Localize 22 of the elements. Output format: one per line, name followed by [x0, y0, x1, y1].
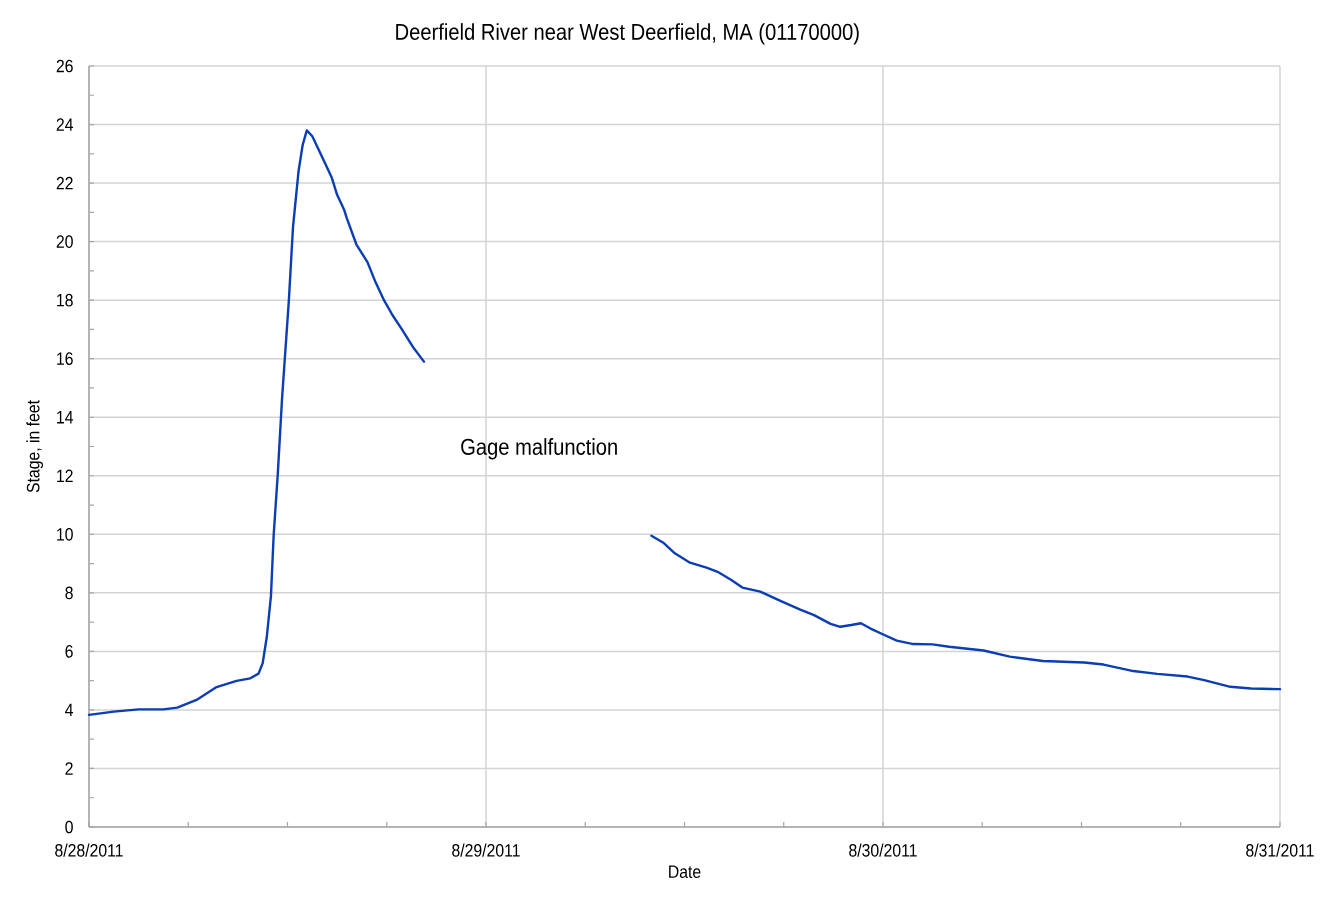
annotation: Gage malfunction: [461, 438, 617, 460]
x-tick-label: 8/29/2011: [452, 843, 520, 857]
y-tick-label: 4: [65, 703, 74, 717]
y-tick-label: 22: [56, 176, 73, 190]
y-tick-label: 0: [65, 820, 73, 834]
y-tick-label: 10: [57, 527, 73, 541]
y-tick-label: 6: [65, 645, 73, 658]
x-tick-label: 8/28/2011: [55, 843, 123, 857]
y-tick-label: 20: [56, 235, 73, 248]
x-axis-title: Date: [669, 865, 701, 879]
y-tick-label: 14: [57, 411, 74, 424]
y-tick-label: 2: [65, 762, 73, 775]
chart-title: Deerfield River near West Deerfield, MA (01170000): [396, 23, 859, 45]
x-tick-label: 8/31/2011: [1246, 843, 1314, 857]
y-tick-label: 24: [56, 118, 74, 131]
x-tick-label: 8/30/2011: [849, 843, 917, 857]
y-tick-label: 26: [56, 59, 73, 73]
y-tick-label: 18: [57, 293, 73, 307]
y-tick-label: 12: [57, 469, 73, 483]
y-tick-label: 8: [65, 586, 73, 600]
y-axis-title: Stage, in feet: [26, 400, 44, 493]
y-tick-label: 16: [57, 352, 73, 366]
